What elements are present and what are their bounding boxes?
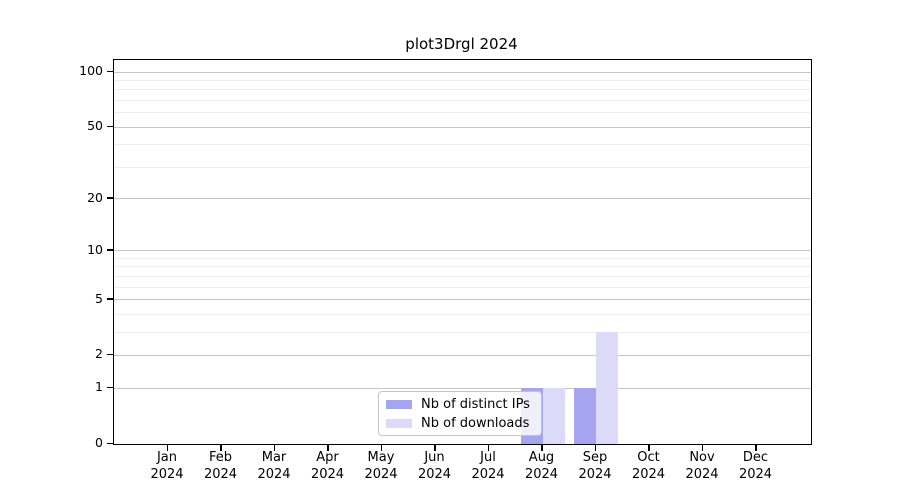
bar-downloads xyxy=(596,332,618,444)
x-tick-label: Mar 2024 xyxy=(257,450,291,482)
major-gridline xyxy=(114,387,811,389)
legend-item-downloads: Nb of downloads xyxy=(386,416,541,431)
x-tick-mark xyxy=(327,444,329,451)
x-tick-mark xyxy=(273,444,275,451)
minor-gridline xyxy=(114,166,811,168)
major-gridline xyxy=(114,354,811,356)
minor-gridline xyxy=(114,112,811,114)
major-gridline xyxy=(114,126,811,128)
x-tick-mark xyxy=(434,444,436,451)
y-tick-label: 20 xyxy=(87,189,103,205)
legend-swatch-downloads-icon xyxy=(386,418,412,428)
major-gridline xyxy=(114,71,811,73)
bar-distinct-ips xyxy=(574,388,596,444)
y-tick-label: 10 xyxy=(87,241,103,257)
y-tick-mark xyxy=(107,70,113,72)
x-tick-label: Apr 2024 xyxy=(310,450,345,482)
minor-gridline xyxy=(114,99,811,101)
legend-item-distinct-ips: Nb of distinct IPs xyxy=(386,397,541,412)
y-tick-mark xyxy=(107,197,113,199)
minor-gridline xyxy=(114,286,811,288)
major-gridline xyxy=(114,198,811,200)
y-tick-label: 100 xyxy=(79,63,103,78)
x-tick-label: Sep 2024 xyxy=(578,450,612,482)
x-tick-mark xyxy=(594,444,596,451)
x-tick-label: Jul 2024 xyxy=(471,450,505,482)
chart-title: plot3Drgl 2024 xyxy=(405,35,518,53)
x-tick-label: Nov 2024 xyxy=(685,450,719,482)
minor-gridline xyxy=(114,89,811,91)
x-tick-label: Jun 2024 xyxy=(417,450,452,482)
x-tick-label: Oct 2024 xyxy=(631,450,666,482)
minor-gridline xyxy=(114,257,811,259)
y-tick-label: 0 xyxy=(95,435,103,450)
x-tick-label: Dec 2024 xyxy=(738,450,773,482)
x-tick-label: Aug 2024 xyxy=(524,450,559,482)
y-tick-mark xyxy=(107,298,113,300)
y-tick-mark xyxy=(107,386,113,389)
minor-gridline xyxy=(114,275,811,277)
y-tick-mark xyxy=(107,442,113,444)
x-tick-mark xyxy=(380,444,382,451)
minor-gridline xyxy=(114,144,811,146)
major-gridline xyxy=(114,250,811,252)
y-tick-label: 50 xyxy=(87,118,103,134)
x-tick-mark xyxy=(220,444,222,451)
x-tick-label: Jan 2024 xyxy=(150,450,184,482)
x-tick-mark xyxy=(541,444,543,451)
legend: Nb of distinct IPs Nb of downloads xyxy=(378,391,542,436)
x-tick-mark xyxy=(755,444,757,451)
x-tick-label: Feb 2024 xyxy=(203,450,238,482)
y-tick-mark xyxy=(107,125,113,128)
y-tick-label: 5 xyxy=(95,290,103,306)
legend-label-downloads: Nb of downloads xyxy=(421,415,530,431)
y-tick-mark xyxy=(107,249,113,251)
y-tick-mark xyxy=(107,353,113,356)
plot-area xyxy=(113,59,812,445)
legend-swatch-distinct-ips-icon xyxy=(386,399,412,409)
x-tick-mark xyxy=(166,444,168,451)
x-tick-mark xyxy=(487,444,489,451)
x-tick-label: May 2024 xyxy=(364,450,398,482)
minor-gridline xyxy=(114,313,811,315)
legend-label-distinct-ips: Nb of distinct IPs xyxy=(421,396,530,412)
major-gridline xyxy=(114,299,811,301)
bar-downloads xyxy=(542,388,565,444)
y-tick-label: 1 xyxy=(95,379,103,395)
minor-gridline xyxy=(114,266,811,268)
minor-gridline xyxy=(114,79,811,81)
y-tick-label: 2 xyxy=(95,346,103,362)
x-tick-mark xyxy=(648,444,650,451)
x-tick-mark xyxy=(701,444,703,451)
minor-gridline xyxy=(114,331,811,333)
